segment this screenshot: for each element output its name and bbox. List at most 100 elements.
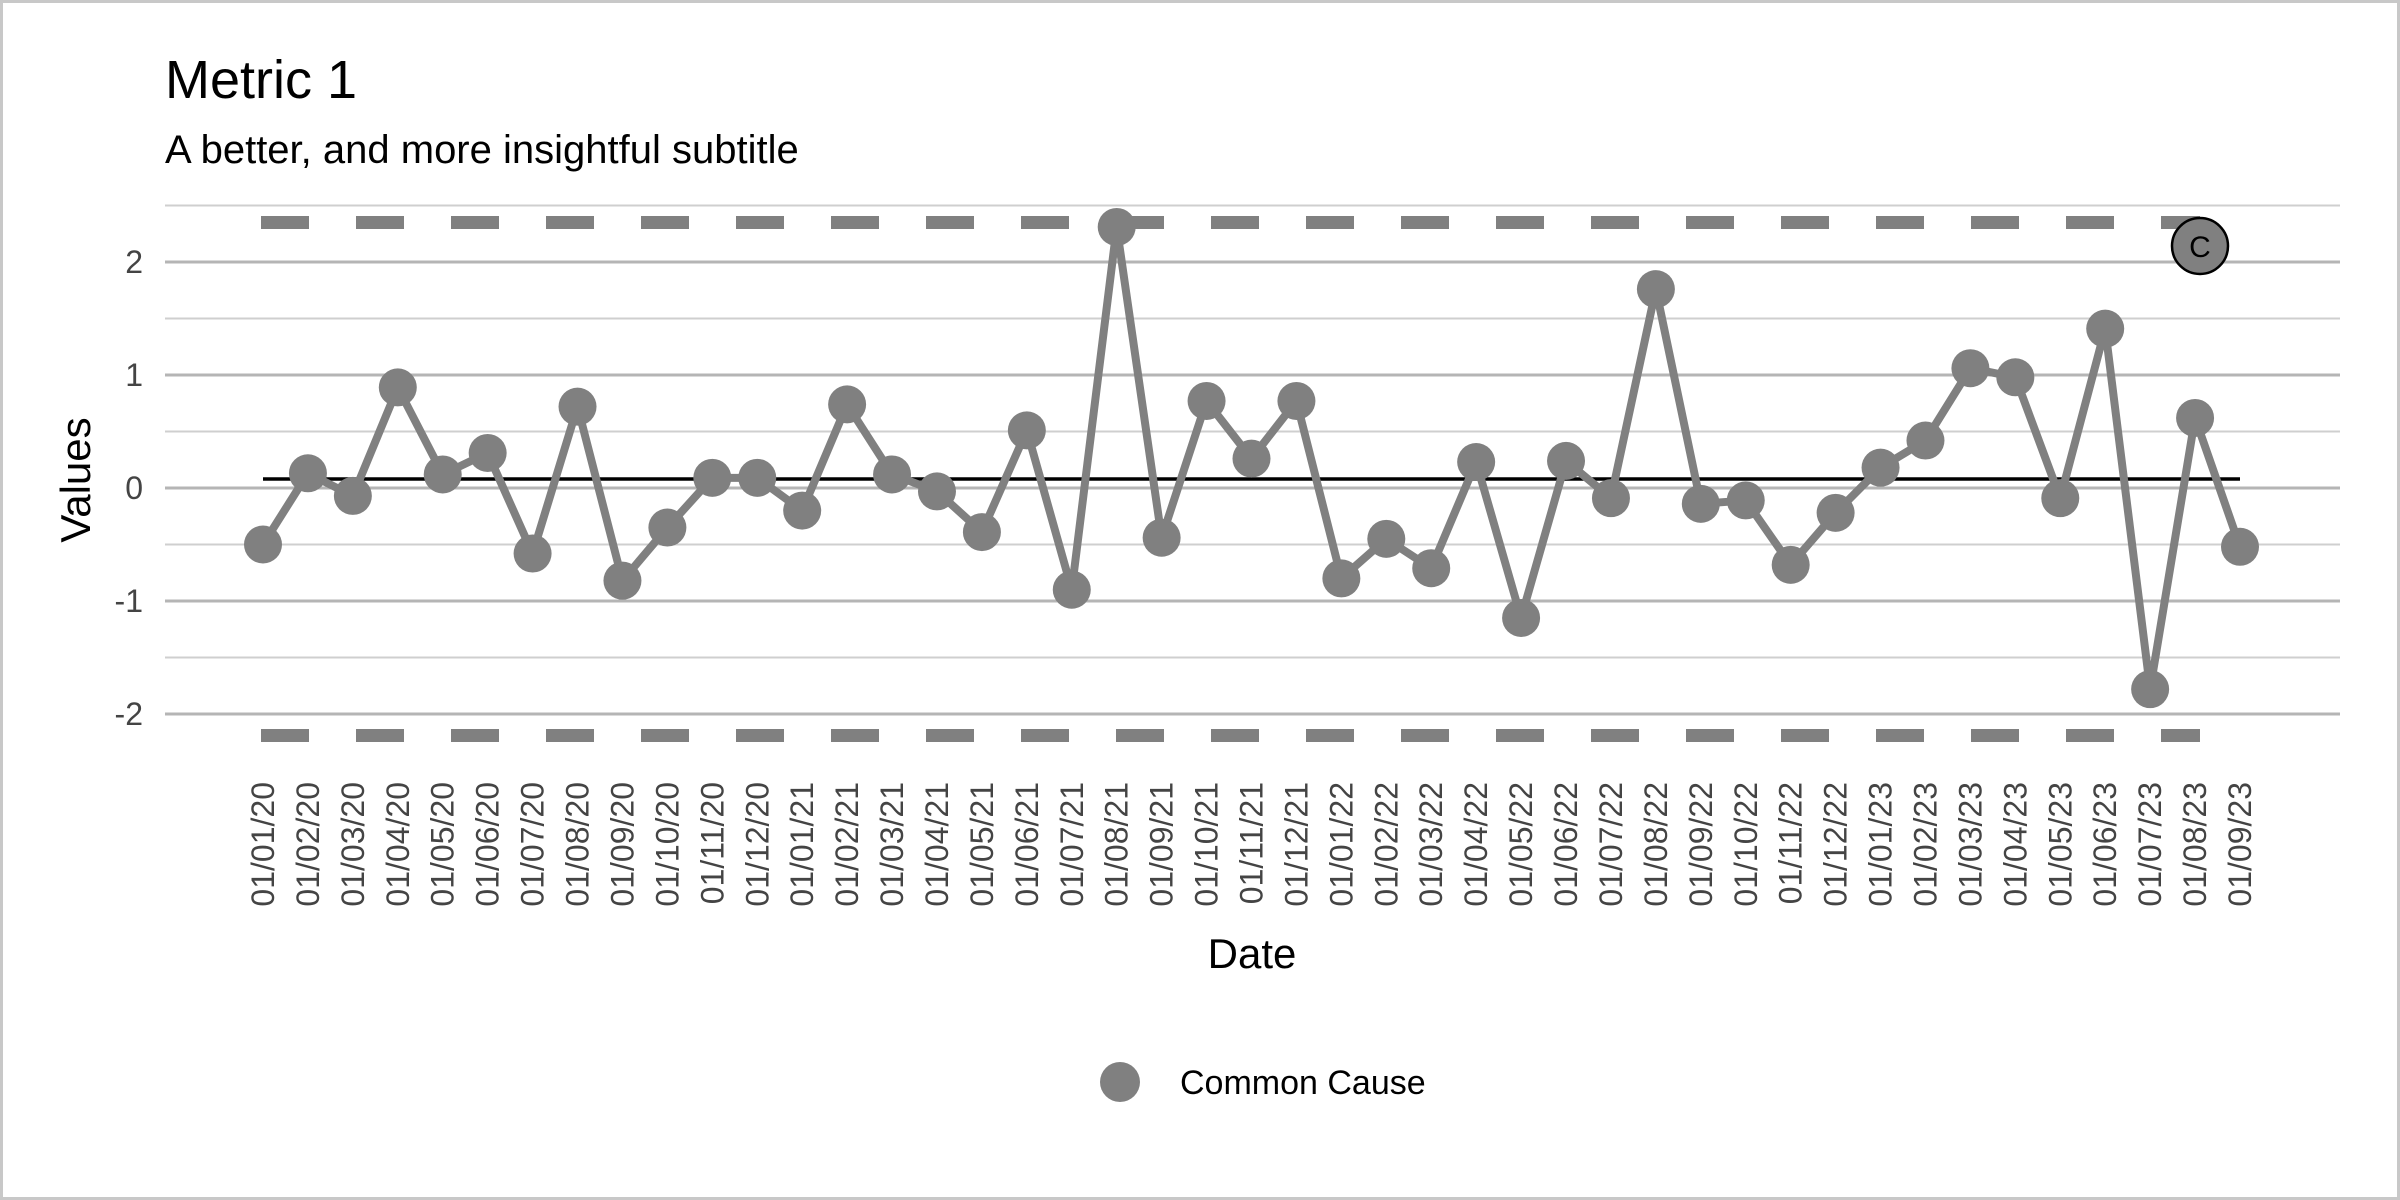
data-point (603, 561, 642, 600)
y-tick-label: 0 (125, 470, 143, 506)
x-tick-label: 01/02/23 (1907, 782, 1943, 907)
data-point (2131, 670, 2170, 709)
y-tick-labels: 2 1 0 -1 -2 (115, 244, 143, 732)
y-axis-title: Values (52, 417, 99, 542)
data-point (423, 455, 462, 494)
data-point (828, 385, 867, 424)
data-point (1097, 207, 1136, 246)
data-point (693, 458, 732, 497)
data-point (244, 525, 282, 564)
x-tick-label: 01/05/21 (964, 782, 1000, 907)
data-point (1367, 519, 1406, 558)
x-tick-label: 01/07/20 (515, 782, 551, 907)
data-point (1951, 349, 1990, 388)
chart-title: Metric 1 (165, 50, 357, 110)
data-point (2041, 479, 2080, 518)
x-tick-label: 01/04/20 (380, 782, 416, 907)
data-point (738, 458, 777, 497)
data-point (288, 454, 327, 493)
x-tick-label: 01/04/23 (1997, 782, 2033, 907)
data-point (1726, 481, 1765, 520)
x-tick-label: 01/02/21 (829, 782, 865, 907)
x-tick-label: 01/01/21 (784, 782, 820, 907)
data-point (1322, 559, 1361, 598)
legend-marker (1100, 1062, 1140, 1102)
x-tick-label: 01/08/23 (2177, 782, 2213, 907)
x-axis-title: Date (1208, 930, 1297, 977)
data-point (1771, 545, 1810, 584)
signal-badge-label: C (2189, 231, 2211, 264)
x-tick-label: 01/06/23 (2087, 782, 2123, 907)
x-tick-label: 01/03/23 (1952, 782, 1988, 907)
data-point (1052, 570, 1091, 609)
y-tick-label: -2 (115, 696, 143, 732)
data-point (378, 368, 417, 407)
data-point (1502, 598, 1541, 637)
signal-badge-circle (2170, 216, 2230, 276)
x-tick-label: 01/09/22 (1683, 782, 1719, 907)
data-point (468, 433, 507, 472)
y-tick-label: -1 (115, 583, 143, 619)
x-tick-label: 01/01/22 (1323, 782, 1359, 907)
y-tick-label: 2 (125, 244, 143, 280)
x-tick-label: 01/12/22 (1818, 782, 1854, 907)
x-tick-label: 01/10/22 (1728, 782, 1764, 907)
data-series: C (244, 207, 2259, 709)
y-tick-label: 1 (125, 357, 143, 393)
x-tick-label: 01/03/22 (1413, 782, 1449, 907)
x-tick-label: 01/01/23 (1863, 782, 1899, 907)
data-point (873, 455, 912, 494)
x-tick-label: 01/11/22 (1773, 782, 1809, 904)
x-tick-label: 01/07/22 (1593, 782, 1629, 907)
x-tick-label: 01/08/22 (1638, 782, 1674, 907)
x-tick-label: 01/01/20 (245, 782, 281, 907)
x-tick-label: 01/05/23 (2042, 782, 2078, 907)
data-point (1816, 493, 1855, 532)
x-tick-label: 01/10/20 (649, 782, 685, 907)
data-point (333, 476, 372, 515)
grid-lines (165, 204, 2340, 716)
data-point (1861, 448, 1900, 487)
data-point (1277, 381, 1316, 420)
data-point (783, 491, 822, 530)
signal-badge: C (2170, 216, 2230, 276)
data-point (1591, 479, 1630, 518)
legend-label: Common Cause (1180, 1064, 1426, 1102)
x-tick-label: 01/04/22 (1458, 782, 1494, 907)
data-point (1412, 549, 1451, 588)
x-tick-label: 01/05/20 (425, 782, 461, 907)
x-tick-label: 01/11/20 (694, 782, 730, 904)
data-point (1906, 421, 1945, 460)
data-point (1457, 443, 1496, 482)
x-tick-label: 01/06/21 (1009, 782, 1045, 907)
data-point (2176, 398, 2215, 437)
x-tick-label: 01/03/20 (335, 782, 371, 907)
x-tick-label: 01/08/20 (560, 782, 596, 907)
data-point (1232, 439, 1271, 478)
x-tick-label: 01/02/22 (1368, 782, 1404, 907)
data-point (513, 534, 552, 573)
x-tick-label: 01/08/21 (1099, 782, 1135, 907)
data-point (1996, 358, 2035, 397)
x-tick-label: 01/09/21 (1144, 782, 1180, 907)
data-point (2221, 527, 2259, 566)
data-point (558, 387, 597, 426)
data-point (1681, 484, 1720, 523)
x-tick-label: 01/09/23 (2222, 782, 2258, 907)
x-tick-label: 01/05/22 (1503, 782, 1539, 907)
x-tick-label: 01/11/21 (1234, 782, 1270, 904)
data-point (1636, 270, 1675, 309)
x-tick-label: 01/03/21 (874, 782, 910, 907)
legend: Common Cause (1100, 1062, 1426, 1102)
x-tick-label: 01/10/21 (1189, 782, 1225, 907)
chart-subtitle: A better, and more insightful subtitle (165, 128, 799, 172)
x-tick-label: 01/06/20 (470, 782, 506, 907)
data-point (1547, 441, 1586, 480)
data-point (2086, 309, 2125, 348)
x-tick-labels: 01/01/20 01/02/20 01/03/20 01/04/20 01/05/20… (245, 782, 2258, 907)
data-point (917, 472, 956, 511)
x-tick-label: 01/02/20 (290, 782, 326, 907)
x-tick-label: 01/04/21 (919, 782, 955, 907)
x-tick-label: 01/07/23 (2132, 782, 2168, 907)
